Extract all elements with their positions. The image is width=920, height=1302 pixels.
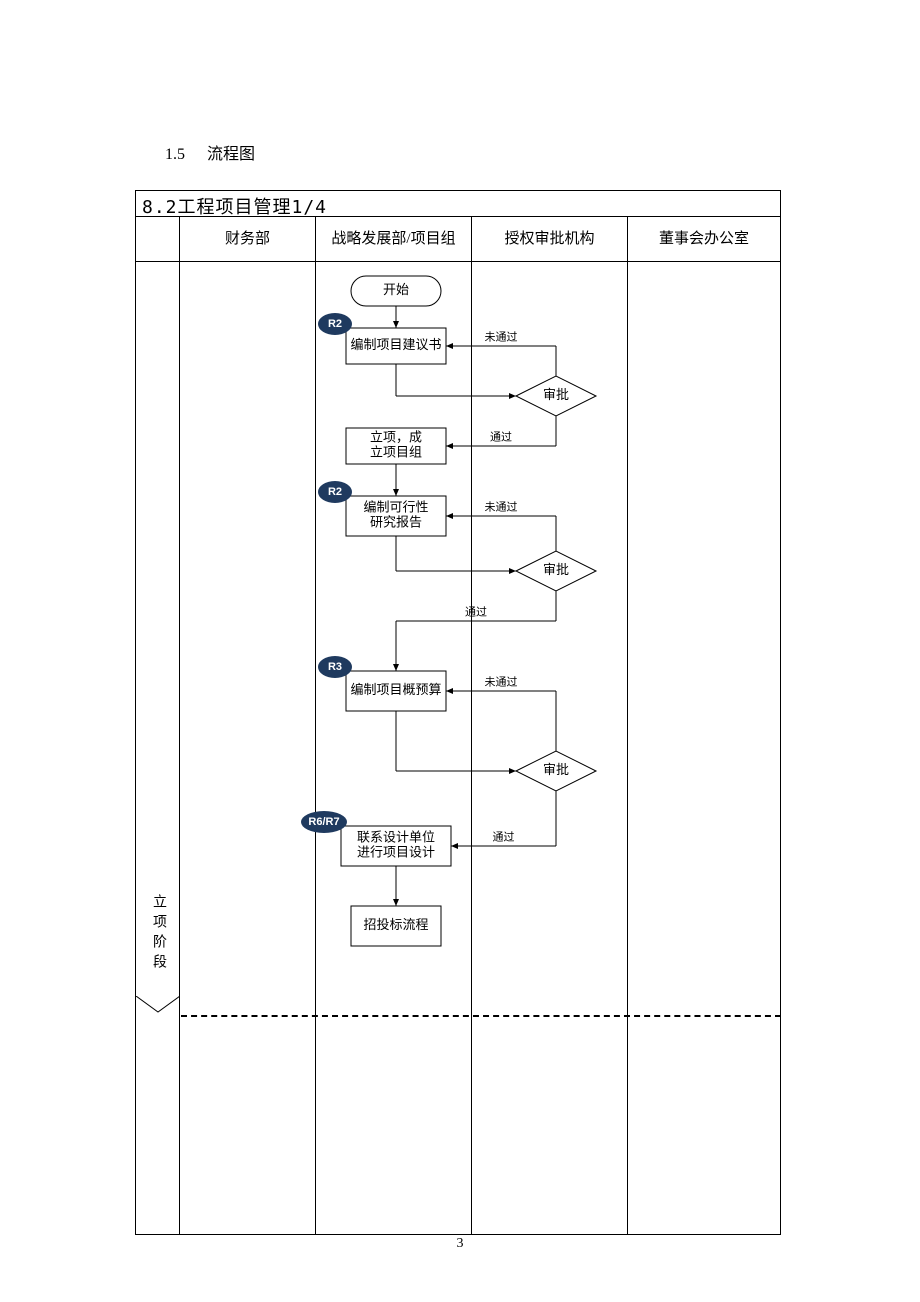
svg-text:开始: 开始 [383, 282, 409, 297]
svg-text:联系设计单位: 联系设计单位 [357, 829, 435, 844]
svg-text:立项目组: 立项目组 [370, 444, 422, 459]
phase-column: 立项阶段 [136, 262, 180, 1234]
diagram-title: 8.2工程项目管理1/4 [136, 191, 780, 217]
svg-text:R3: R3 [328, 661, 342, 673]
section-title: 流程图 [207, 146, 255, 163]
svg-text:招投标流程: 招投标流程 [363, 917, 428, 932]
lane-header-strategy: 战略发展部/项目组 [316, 217, 472, 261]
svg-text:编制项目建议书: 编制项目建议书 [350, 337, 441, 352]
svg-text:研究报告: 研究报告 [370, 514, 422, 529]
lane-header-finance: 财务部 [180, 217, 316, 261]
svg-text:审批: 审批 [543, 562, 569, 577]
svg-text:通过: 通过 [493, 831, 515, 844]
page: 1.5 流程图 8.2工程项目管理1/4 财务部 战略发展部/项目组 授权审批机… [0, 0, 920, 1302]
section-heading: 1.5 流程图 [165, 140, 255, 164]
page-number: 3 [0, 1236, 920, 1252]
swimlane-header-row: 财务部 战略发展部/项目组 授权审批机构 董事会办公室 [136, 217, 780, 262]
svg-text:编制项目概预算: 编制项目概预算 [350, 682, 441, 697]
svg-text:未通过: 未通过 [485, 501, 518, 514]
svg-text:进行项目设计: 进行项目设计 [357, 844, 435, 859]
lane-header-approval: 授权审批机构 [472, 217, 628, 261]
svg-text:编制可行性: 编制可行性 [363, 499, 428, 514]
phase-header-cell [136, 217, 180, 261]
phase-label: 立项阶段 [148, 894, 168, 974]
svg-text:R2: R2 [328, 486, 342, 498]
svg-text:立项，成: 立项，成 [370, 429, 422, 444]
svg-text:审批: 审批 [543, 387, 569, 402]
section-number: 1.5 [165, 146, 185, 163]
lane-header-board: 董事会办公室 [628, 217, 780, 261]
svg-text:未通过: 未通过 [485, 331, 518, 344]
phase-arrow-icon [136, 996, 180, 1014]
svg-text:R2: R2 [328, 318, 342, 330]
svg-text:通过: 通过 [490, 431, 512, 444]
svg-text:未通过: 未通过 [485, 676, 518, 689]
svg-text:通过: 通过 [465, 606, 487, 619]
flowchart-container: 8.2工程项目管理1/4 财务部 战略发展部/项目组 授权审批机构 董事会办公室… [135, 190, 781, 1235]
phase-divider-line [181, 1015, 781, 1017]
svg-text:R6/R7: R6/R7 [308, 816, 339, 828]
flowchart-svg: 未通过通过未通过通过未通过通过开始编制项目建议书R2审批立项，成立项目组编制可行… [181, 263, 781, 1163]
svg-text:审批: 审批 [543, 762, 569, 777]
